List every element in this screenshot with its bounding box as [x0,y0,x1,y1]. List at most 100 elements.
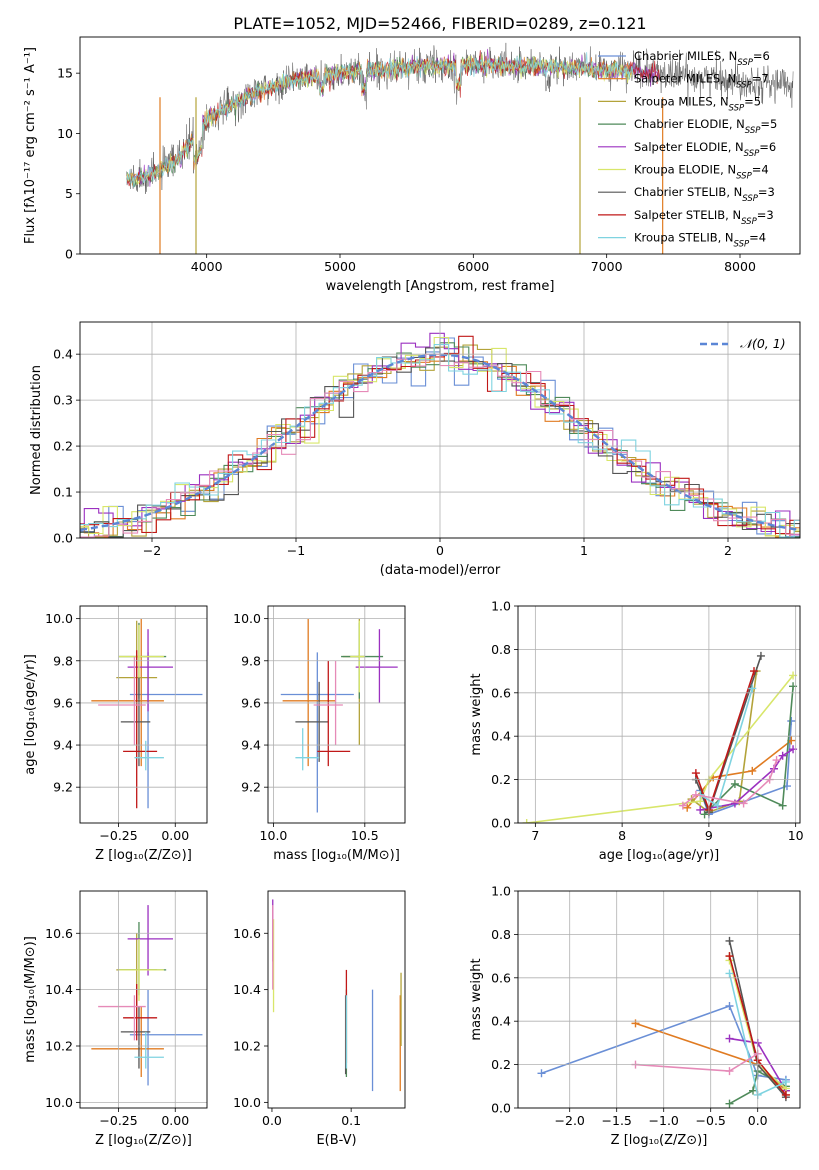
histogram-step [80,344,800,538]
data-point-marker [781,1077,790,1086]
data-point-marker [725,1034,734,1043]
data-point-marker [700,810,709,819]
series-line [526,674,794,823]
z-age-panel: −0.25 0.00 9.2 9.4 9.6 9.8 10.0 Z [log₁₀(Z/Z⊙)]… [23,605,208,863]
data-point-marker [778,801,787,810]
y-tick-label: 0.0 [491,816,511,831]
legend-entry: Salpeter ELODIE, NSSP=6 [634,140,776,159]
x-tick-label: 0 [436,543,444,558]
mass-age-plot-area [280,618,398,813]
data-point-marker [748,684,757,693]
y-tick-label: 9.4 [241,738,261,753]
residuals-frame [79,321,801,539]
x-tick-label: 8 [618,828,626,843]
data-point-marker [749,1086,757,1095]
x-tick-label: 9 [705,828,713,843]
z-age-ylabel: age [log₁₀(age/yr)] [23,654,38,775]
ebv-mass-xlabel: E(B-V) [316,1133,356,1148]
data-point-marker [730,799,739,808]
spectrum-xlabel: wavelength [Angstrom, rest frame] [326,279,555,294]
x-tick-label: −0.25 [99,828,137,843]
x-tick-label: −1.0 [649,1113,679,1128]
spectrum-plot-area [126,42,794,254]
data-point-marker [725,1067,734,1076]
age-weight-ylabel: mass weight [469,673,484,755]
data-point-marker [748,766,757,775]
y-tick-label: 10.4 [45,982,73,997]
y-tick-label: 9.4 [53,738,73,753]
x-tick-label: 0.00 [161,1113,189,1128]
data-point-marker [739,799,748,808]
ebv-mass-panel: 0.0 0.1 10.0 10.2 10.4 10.6 E(B-V) [233,890,406,1148]
data-point-marker [725,1099,734,1108]
spectrum-series-line [126,42,794,194]
x-tick-label: −2.0 [555,1113,585,1128]
ebv-mass-frame [267,890,406,1109]
y-tick-label: 10 [57,126,73,141]
x-tick-label: 7000 [591,259,623,274]
x-tick-label: 2 [724,543,732,558]
legend-entry: Chabrier ELODIE, NSSP=5 [634,117,777,136]
z-mass-xlabel: Z [log₁₀(Z/Z⊙)] [95,1133,192,1148]
y-tick-label: 0.6 [491,970,511,985]
x-tick-label: 0.1 [341,1113,361,1128]
x-tick-label: −0.25 [99,1113,137,1128]
y-tick-label: 15 [57,66,73,81]
x-tick-label: 0.0 [262,1113,282,1128]
legend-entry: Kroupa ELODIE, NSSP=4 [634,163,769,182]
x-tick-label: 10 [788,828,804,843]
residuals-ylabel: Normed distribution [29,365,44,495]
legend-entry: 𝒩(0, 1) [740,336,786,351]
figure-title: PLATE=1052, MJD=52466, FIBERID=0289, z=0… [233,14,646,33]
x-tick-label: 8000 [724,259,756,274]
data-point-marker [691,769,700,778]
y-tick-label: 0.4 [491,1014,511,1029]
y-tick-label: 10.2 [233,1039,261,1054]
z-weight-ylabel: mass weight [469,958,484,1040]
z-age-plot-area [91,618,203,809]
spectrum-series-line [126,52,634,188]
age-weight-panel: 7 8 9 10 0.0 0.2 0.4 0.6 0.8 1.0 age [log₁₀(age/yr… [469,599,804,864]
y-tick-label: 10.0 [45,611,73,626]
x-tick-label: 6000 [457,259,489,274]
age-weight-xlabel: age [log₁₀(age/yr)] [599,848,720,863]
z-weight-panel: −2.0 −1.5 −1.0 −0.5 0.0 0.0 0.2 0.4 0.6 0.8 1.0 Z [… [469,884,801,1148]
x-tick-label: −1 [287,543,305,558]
data-point-marker [725,1002,734,1011]
y-tick-label: 10.6 [233,926,261,941]
y-tick-label: 10.0 [233,1095,261,1110]
x-tick-label: 4000 [191,259,223,274]
z-mass-panel: −0.25 0.00 10.0 10.2 10.4 10.6 Z [log₁₀(Z/Z⊙)]… [23,890,208,1148]
spectrum-frame [79,36,801,255]
y-tick-label: 0 [65,247,73,262]
x-tick-label: −0.5 [696,1113,726,1128]
data-point-marker [691,790,700,799]
y-tick-label: 10.6 [45,926,73,941]
x-tick-label: 10.0 [260,828,288,843]
data-point-marker [683,803,692,812]
z-weight-frame [517,890,801,1109]
y-tick-label: 1.0 [491,884,511,899]
y-tick-label: 10.0 [233,611,261,626]
data-point-marker [778,751,787,760]
x-tick-label: 10.5 [351,828,379,843]
x-tick-label: 1 [580,543,588,558]
legend-entry: Chabrier MILES, NSSP=6 [634,49,770,68]
ebv-mass-plot-area [272,899,402,1092]
histogram-step [80,335,800,535]
data-point-marker [750,667,759,676]
data-point-marker [725,936,734,945]
y-tick-label: 0.2 [491,772,511,787]
x-tick-label: 0.00 [161,828,189,843]
y-tick-label: 9.8 [241,653,261,668]
mass-age-panel: 10.0 10.5 9.2 9.4 9.6 9.8 10.0 mass [log₁₀(M/M⊙… [233,605,406,863]
y-tick-label: 9.6 [241,695,261,710]
y-tick-label: 9.8 [53,653,73,668]
spectrum-ylabel: Flux [fλ10⁻¹⁷ erg cm⁻² s⁻¹ A⁻¹] [23,47,38,244]
data-point-marker [787,717,796,726]
spectrum-panel: 4000 5000 6000 7000 8000 0 5 10 15 wavelength [An… [23,36,801,294]
z-mass-plot-area [91,905,203,1086]
legend-entry: Salpeter MILES, NSSP=7 [634,72,769,91]
data-point-marker [756,651,765,660]
data-point-marker [725,952,734,961]
